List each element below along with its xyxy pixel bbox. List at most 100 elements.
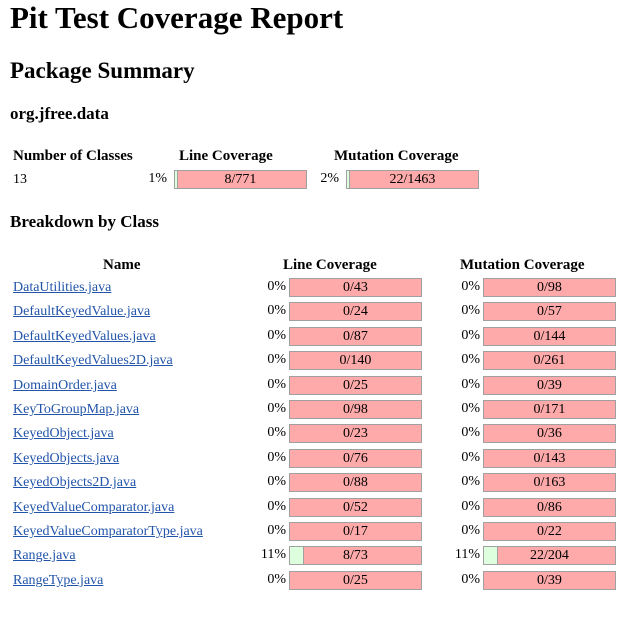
mutation-coverage-bar: 0/22 <box>483 522 616 541</box>
line-percent: 11% <box>260 547 286 562</box>
mutation-percent: 11% <box>454 547 480 562</box>
line-ratio: 0/23 <box>343 426 368 441</box>
mutation-coverage-bar: 0/39 <box>483 376 616 395</box>
mutation-ratio: 0/39 <box>537 378 562 393</box>
class-link[interactable]: DefaultKeyedValues2D.java <box>13 353 173 368</box>
mutation-percent: 0% <box>461 279 480 294</box>
breakdown-header-mutation: Mutation Coverage <box>460 257 585 273</box>
summary-classes-value: 13 <box>13 172 27 187</box>
package-name: org.jfree.data <box>10 104 109 123</box>
summary-line-ratio: 8/771 <box>224 172 257 187</box>
line-percent: 0% <box>267 523 286 538</box>
class-link[interactable]: KeyedValueComparatorType.java <box>13 524 203 539</box>
mutation-percent: 0% <box>461 352 480 367</box>
class-link[interactable]: KeyedObjects.java <box>13 451 120 466</box>
mutation-percent: 0% <box>461 474 480 489</box>
mutation-coverage-bar: 0/36 <box>483 424 616 443</box>
line-ratio: 0/25 <box>343 573 368 588</box>
page-title: Pit Test Coverage Report <box>10 0 344 35</box>
line-percent: 0% <box>267 572 286 587</box>
mutation-coverage-bar: 0/57 <box>483 302 616 321</box>
line-ratio: 0/98 <box>343 402 368 417</box>
summary-header-mutation: Mutation Coverage <box>334 148 459 164</box>
mutation-ratio: 0/98 <box>537 280 562 295</box>
mutation-coverage-bar: 0/39 <box>483 571 616 590</box>
summary-mutation-coverage-bar: 22/1463 <box>346 170 479 189</box>
class-link[interactable]: Range.java <box>13 548 76 563</box>
class-link[interactable]: RangeType.java <box>13 573 104 588</box>
mutation-percent: 0% <box>461 401 480 416</box>
line-coverage-bar: 0/76 <box>289 449 422 468</box>
mutation-percent: 0% <box>461 523 480 538</box>
summary-header-line: Line Coverage <box>179 148 273 164</box>
mutation-ratio: 0/57 <box>537 304 562 319</box>
mutation-percent: 0% <box>461 499 480 514</box>
line-percent: 0% <box>267 279 286 294</box>
mutation-percent: 0% <box>461 450 480 465</box>
line-coverage-bar: 0/87 <box>289 327 422 346</box>
mutation-ratio: 0/144 <box>533 329 566 344</box>
line-percent: 0% <box>267 450 286 465</box>
line-percent: 0% <box>267 425 286 440</box>
line-ratio: 0/87 <box>343 329 368 344</box>
mutation-ratio: 0/39 <box>537 573 562 588</box>
line-coverage-bar: 0/52 <box>289 498 422 517</box>
line-ratio: 0/43 <box>343 280 368 295</box>
line-coverage-bar: 0/23 <box>289 424 422 443</box>
line-ratio: 0/76 <box>343 451 368 466</box>
mutation-coverage-bar: 0/98 <box>483 278 616 297</box>
line-coverage-bar: 0/24 <box>289 302 422 321</box>
mutation-coverage-bar: 0/171 <box>483 400 616 419</box>
class-link[interactable]: DefaultKeyedValues.java <box>13 329 156 344</box>
mutation-percent: 0% <box>461 303 480 318</box>
line-ratio: 0/140 <box>339 353 372 368</box>
line-ratio: 0/25 <box>343 378 368 393</box>
mutation-coverage-bar: 0/261 <box>483 351 616 370</box>
class-link[interactable]: DataUtilities.java <box>13 280 112 295</box>
line-coverage-bar: 8/73 <box>289 546 422 565</box>
mutation-percent: 0% <box>461 572 480 587</box>
class-link[interactable]: KeyToGroupMap.java <box>13 402 140 417</box>
coverage-fill <box>290 547 304 564</box>
class-link[interactable]: KeyedObjects2D.java <box>13 475 137 490</box>
line-coverage-bar: 0/88 <box>289 473 422 492</box>
line-coverage-bar: 0/25 <box>289 571 422 590</box>
breakdown-header-name: Name <box>103 257 141 273</box>
mutation-ratio: 0/22 <box>537 524 562 539</box>
summary-line-percent: 1% <box>148 171 167 186</box>
line-ratio: 8/73 <box>343 548 368 563</box>
mutation-coverage-bar: 0/144 <box>483 327 616 346</box>
mutation-ratio: 0/261 <box>533 353 566 368</box>
mutation-coverage-bar: 0/86 <box>483 498 616 517</box>
line-ratio: 0/88 <box>343 475 368 490</box>
mutation-coverage-bar: 0/143 <box>483 449 616 468</box>
mutation-percent: 0% <box>461 328 480 343</box>
line-percent: 0% <box>267 352 286 367</box>
line-coverage-bar: 0/43 <box>289 278 422 297</box>
class-link[interactable]: KeyedObject.java <box>13 426 114 441</box>
line-coverage-bar: 0/98 <box>289 400 422 419</box>
mutation-ratio: 0/36 <box>537 426 562 441</box>
line-percent: 0% <box>267 303 286 318</box>
class-link[interactable]: DefaultKeyedValue.java <box>13 304 151 319</box>
section-title-package-summary: Package Summary <box>10 58 195 83</box>
coverage-fill <box>175 171 178 188</box>
summary-mutation-ratio: 22/1463 <box>389 172 436 187</box>
class-link[interactable]: DomainOrder.java <box>13 378 117 393</box>
mutation-ratio: 0/171 <box>533 402 566 417</box>
mutation-percent: 0% <box>461 425 480 440</box>
line-percent: 0% <box>267 499 286 514</box>
class-link[interactable]: KeyedValueComparator.java <box>13 500 175 515</box>
line-coverage-bar: 0/17 <box>289 522 422 541</box>
line-ratio: 0/52 <box>343 500 368 515</box>
line-percent: 0% <box>267 474 286 489</box>
line-percent: 0% <box>267 328 286 343</box>
line-ratio: 0/17 <box>343 524 368 539</box>
line-coverage-bar: 0/25 <box>289 376 422 395</box>
mutation-percent: 0% <box>461 377 480 392</box>
line-percent: 0% <box>267 377 286 392</box>
coverage-fill <box>347 171 350 188</box>
mutation-ratio: 22/204 <box>530 548 569 563</box>
line-percent: 0% <box>267 401 286 416</box>
coverage-fill <box>484 547 498 564</box>
